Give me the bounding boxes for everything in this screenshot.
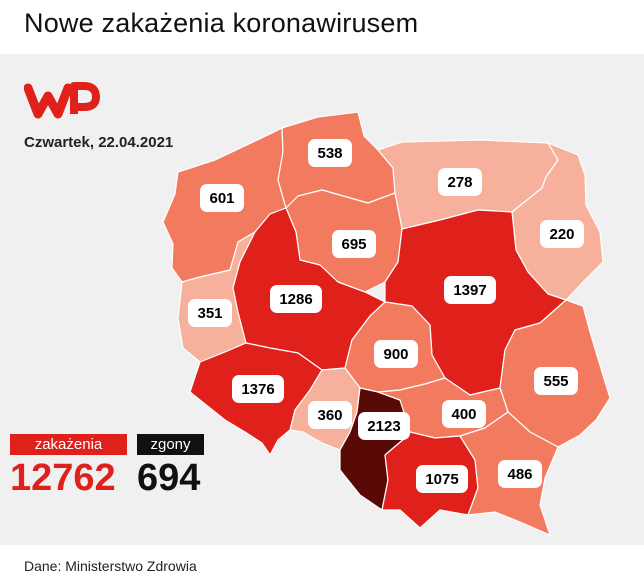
region-value: 400 [451, 406, 476, 423]
infections-label: zakażenia [10, 434, 127, 455]
report-date: Czwartek, 22.04.2021 [24, 134, 174, 151]
deaths-label: zgony [137, 434, 204, 455]
region-value: 695 [341, 236, 366, 253]
region-value: 2123 [367, 418, 400, 435]
region-value: 601 [209, 190, 234, 207]
region-value: 1376 [241, 381, 274, 398]
region-value: 1286 [279, 291, 312, 308]
page-title: Nowe zakażenia koronawirusem [24, 8, 419, 38]
region-value: 351 [197, 305, 222, 322]
deaths-value: 694 [137, 457, 201, 499]
region-value: 360 [317, 407, 342, 424]
infections-value: 12762 [10, 457, 116, 499]
region-value: 278 [447, 174, 472, 191]
region-value: 1075 [425, 471, 458, 488]
region-value: 538 [317, 145, 342, 162]
wp-logo [24, 82, 100, 119]
region-value: 486 [507, 466, 532, 483]
region-value: 555 [543, 373, 568, 390]
region-value: 1397 [453, 282, 486, 299]
data-source: Dane: Ministerstwo Zdrowia [24, 558, 197, 574]
region-value: 900 [383, 346, 408, 363]
region-value: 220 [549, 226, 574, 243]
